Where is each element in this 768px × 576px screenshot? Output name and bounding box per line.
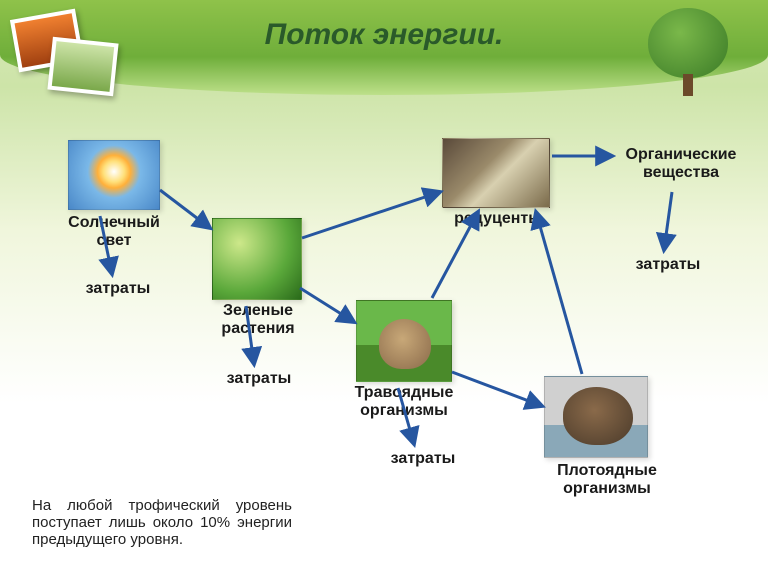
label-plants: Зеленые растения xyxy=(208,302,308,339)
label-carnivores: Плотоядные организмы xyxy=(548,462,666,499)
node-herbivores-image xyxy=(356,300,452,382)
label-loss-4: затраты xyxy=(628,256,708,274)
node-decomposers-image xyxy=(442,138,550,208)
label-loss-2: затраты xyxy=(224,370,294,388)
label-decomposers: редуценты xyxy=(448,210,548,228)
node-plants-image xyxy=(212,218,302,300)
label-loss-3: затраты xyxy=(388,450,458,468)
label-sunlight: Солнечный свет xyxy=(58,214,170,251)
footnote-text: На любой трофический уровень поступает л… xyxy=(32,497,292,548)
label-loss-1: затраты xyxy=(78,280,158,298)
node-sunlight-image xyxy=(68,140,160,210)
page-title: Поток энергии. xyxy=(0,18,768,52)
label-organic: Органические вещества xyxy=(616,146,746,183)
node-carnivores-image xyxy=(544,376,648,458)
label-herbivores: Травоядные организмы xyxy=(348,384,460,421)
